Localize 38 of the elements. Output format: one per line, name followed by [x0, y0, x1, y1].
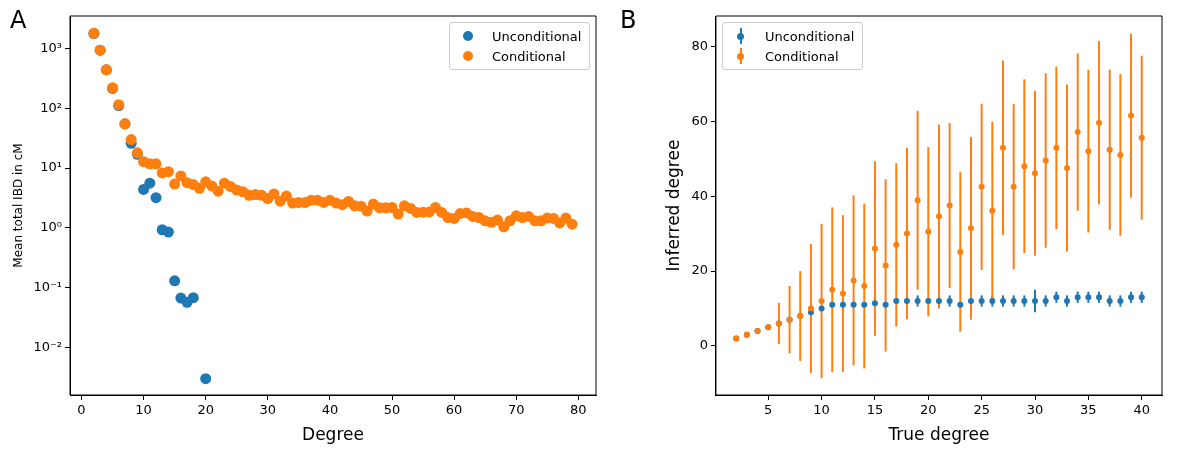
- y-tick-label: 10³: [40, 39, 63, 55]
- x-tick-label: 60: [445, 402, 463, 418]
- y-tick-label: 10⁻²: [33, 338, 63, 354]
- y-tick-label: 80: [691, 37, 708, 53]
- x-tick-label: 30: [1026, 402, 1044, 418]
- x-tick-label: 20: [197, 402, 214, 418]
- x-tick-label: 0: [77, 402, 86, 418]
- x-tick-label: 15: [866, 402, 884, 418]
- legend-label: Unconditional: [492, 28, 582, 44]
- y-axis-title: Inferred degree: [662, 139, 683, 272]
- x-tick-label: 20: [920, 402, 937, 418]
- x-tick-label: 25: [973, 402, 990, 418]
- x-tick-label: 35: [1080, 402, 1097, 418]
- y-tick-label: 10²: [40, 99, 63, 115]
- x-axis-title: Degree: [302, 424, 364, 445]
- y-tick-label: 40: [691, 187, 708, 203]
- y-tick-label: 20: [691, 262, 708, 278]
- legend-label: Conditional: [492, 48, 566, 64]
- y-tick-label: 10⁰: [40, 219, 63, 235]
- x-tick-label: 40: [321, 402, 339, 418]
- x-tick-label: 70: [507, 402, 525, 418]
- legend-label: Conditional: [764, 48, 839, 64]
- x-tick-label: 5: [764, 402, 773, 418]
- chart-title: B: [620, 6, 637, 34]
- x-tick-label: 80: [570, 402, 587, 418]
- x-tick-label: 40: [1133, 402, 1150, 418]
- y-axis-title: Mean total IBD in cM: [11, 143, 26, 268]
- chart-title: A: [10, 6, 27, 34]
- x-tick-label: 30: [259, 402, 277, 418]
- y-tick-label: 0: [699, 337, 708, 353]
- y-tick-label: 10¹: [40, 159, 63, 175]
- legend-label: Unconditional: [764, 28, 855, 44]
- x-axis-title: True degree: [887, 424, 990, 445]
- y-tick-label: 60: [691, 112, 708, 128]
- x-tick-label: 10: [135, 402, 152, 418]
- x-tick-label: 50: [383, 402, 401, 418]
- x-tick-label: 10: [813, 402, 830, 418]
- y-tick-label: 10⁻¹: [33, 279, 63, 295]
